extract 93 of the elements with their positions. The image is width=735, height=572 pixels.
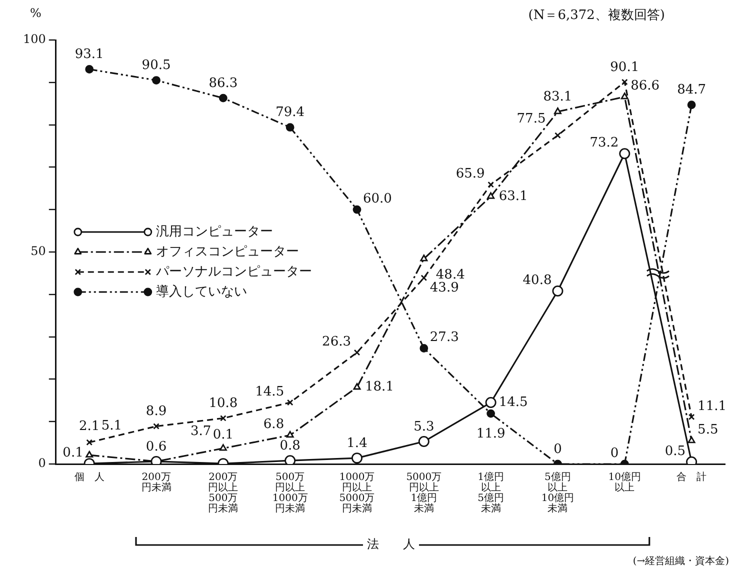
data-label: 43.9: [430, 280, 459, 296]
data-label: 27.3: [430, 330, 459, 346]
x-tick-label: 1000万円以上5000万円未満: [339, 472, 375, 514]
data-label: 26.3: [322, 334, 352, 350]
x-tick-label: 10億円以上: [608, 470, 642, 494]
point: [554, 132, 561, 139]
data-label: 0.1: [212, 427, 234, 442]
data-label: 0: [610, 446, 619, 461]
data-label: 14.5: [498, 394, 528, 410]
x-tick-label: 500万円以上1000万円未満: [272, 472, 308, 514]
point: [420, 274, 428, 282]
data-label: 6.8: [263, 417, 284, 432]
x-tick-label: 個 人: [74, 472, 104, 483]
y-tick-label: 0: [38, 456, 46, 470]
point: [218, 94, 228, 102]
point: [688, 436, 696, 444]
legend-label: 導入していない: [156, 284, 247, 300]
point: [420, 254, 428, 262]
data-label: 84.7: [677, 82, 706, 98]
point: [286, 430, 294, 438]
y-axis-title: %: [30, 6, 42, 20]
data-label: 79.4: [276, 105, 305, 120]
data-label: 5.5: [698, 422, 718, 438]
point: [554, 107, 562, 114]
data-label: 90.1: [610, 60, 640, 75]
data-label: 14.5: [255, 384, 284, 400]
data-label: 86.3: [208, 76, 238, 91]
data-label: 40.8: [522, 272, 552, 288]
y-tick-label: 50: [30, 244, 46, 258]
text: 法 人: [362, 536, 419, 553]
point: [418, 436, 430, 448]
x-tick-label: 5000万円以上1億円未満: [406, 472, 442, 514]
chart-subtitle: (N＝6,372、複数回答): [528, 7, 665, 24]
point: [487, 192, 495, 199]
point: [352, 205, 362, 214]
point: [220, 415, 226, 422]
data-label: 2.1: [79, 418, 100, 434]
point: [687, 100, 696, 110]
point: [152, 76, 160, 84]
point: [552, 286, 564, 297]
data-label: 65.9: [456, 166, 485, 182]
data-label: 18.1: [364, 380, 394, 395]
data-label: 77.5: [516, 111, 546, 126]
point: [488, 181, 494, 188]
point: [284, 455, 296, 464]
point: [85, 65, 94, 74]
point: [485, 397, 496, 408]
y-tick-label: 100: [23, 32, 46, 46]
point: [286, 399, 294, 406]
text: (→経営組織・資本金): [632, 554, 729, 568]
x-tick-label: 1億円以上5億円未満: [478, 470, 504, 514]
point: [354, 349, 360, 356]
data-label: 63.1: [498, 188, 528, 204]
point: [153, 423, 160, 430]
data-label: 5.3: [414, 419, 434, 434]
point: [688, 414, 695, 420]
point: [219, 444, 227, 451]
x-tick-label: 200万円未満: [141, 472, 172, 494]
data-label: 83.1: [543, 90, 572, 105]
data-label: 0.8: [280, 438, 300, 454]
point: [86, 450, 94, 458]
data-label: 60.0: [362, 191, 392, 206]
x-tick-label: 5億円以上10億円未満: [541, 470, 574, 514]
point: [352, 452, 362, 464]
data-label: 48.4: [436, 268, 465, 283]
legend-label: パーソナルコンピューター: [154, 264, 312, 280]
data-label: 5.1: [101, 418, 122, 434]
data-label: 10.8: [208, 396, 238, 412]
data-label: 0.1: [62, 445, 84, 460]
data-label: 8.9: [146, 404, 167, 420]
legend-label: オフィスコンピューター: [156, 244, 299, 260]
point: [621, 78, 628, 86]
data-label: 3.7: [190, 424, 212, 440]
point: [353, 383, 361, 390]
x-tick-label: 200万円以上500万円未満: [208, 472, 238, 514]
data-label: 90.5: [142, 58, 171, 74]
point: [486, 409, 496, 418]
data-label: 0.5: [664, 444, 686, 459]
x-tick-label: 合 計: [676, 470, 707, 483]
legend-label: 汎用コンピューター: [156, 224, 273, 240]
data-label: 73.2: [590, 136, 619, 151]
data-label: 93.1: [74, 47, 104, 62]
data-label: 1.4: [346, 436, 368, 451]
point: [620, 92, 628, 100]
point: [286, 123, 294, 132]
point: [619, 148, 630, 160]
data-label: 11.9: [476, 426, 506, 442]
data-label: 86.6: [630, 78, 660, 94]
point: [86, 439, 93, 446]
data-label: 0.6: [146, 439, 167, 454]
data-label: 11.1: [698, 398, 726, 414]
point: [420, 344, 428, 352]
data-label: 0: [554, 442, 562, 457]
